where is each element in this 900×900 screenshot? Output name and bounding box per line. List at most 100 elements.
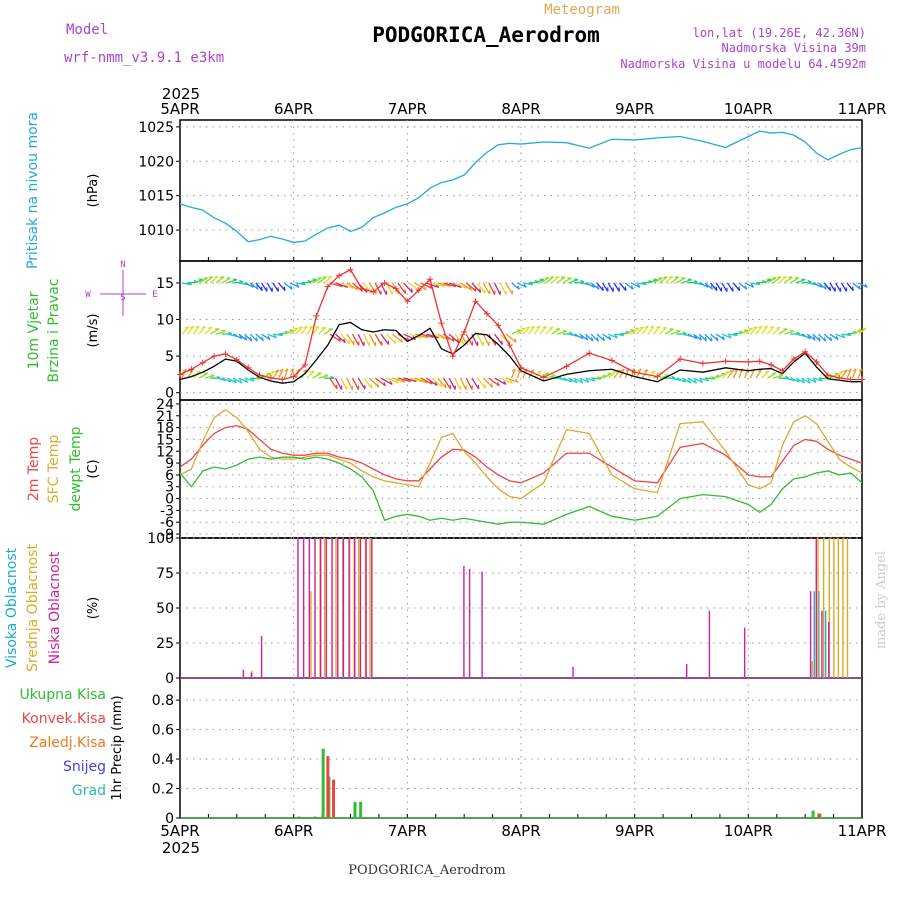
temperature-variable-label: dewpt Temp <box>68 426 84 511</box>
wind-direction-arrow <box>459 377 467 391</box>
wind-direction-arrow <box>574 281 585 284</box>
wind-direction-arrow <box>687 377 697 384</box>
value-tick-label: 12 <box>156 444 174 460</box>
wind-direction-arrow <box>568 279 579 284</box>
wind-direction-arrow <box>732 282 741 292</box>
wind-direction-arrowhead <box>688 379 692 384</box>
wind-direction-arrowhead <box>260 286 263 291</box>
lonlat: lon,lat (19.26E, 42.36N) <box>693 26 866 40</box>
wind-direction-arrow <box>488 377 500 387</box>
bar-niska-oblacnost <box>468 568 471 678</box>
wind-direction-arrow <box>420 333 434 339</box>
wind-direction-arrowhead <box>324 374 329 377</box>
bar-niska-oblacnost <box>297 538 299 678</box>
wind-direction-arrow <box>420 377 433 385</box>
wind-direction-arrowhead <box>548 326 554 329</box>
clouds-variable-label: Srednja Oblacnost <box>25 544 41 672</box>
wind-direction-arrowhead <box>750 283 755 288</box>
wind-direction-arrow <box>715 282 723 292</box>
wind-direction-arrow <box>317 326 327 335</box>
wind-direction-arrowhead <box>296 283 300 288</box>
gust-point-marker <box>506 342 513 349</box>
precip-legend-label: Konvek.Kisa <box>22 711 106 727</box>
time-tick-label-bottom: 5APR <box>160 822 199 840</box>
wind-direction-arrowhead <box>315 325 320 329</box>
wind-direction-arrowhead <box>207 326 213 329</box>
bar-niska-oblacnost <box>314 538 316 678</box>
time-axis-ticks: 5APR 5APR 6APR 6APR 7APR 7APR 8APR 8APR 9APR 9APR… <box>160 100 886 840</box>
wind-direction-arrow <box>454 282 467 290</box>
bar-srednja-oblacnost <box>833 538 835 678</box>
wind-direction-arrow <box>181 368 187 379</box>
wind-direction-arrow <box>585 333 594 342</box>
gust-point-marker <box>540 374 547 381</box>
wind-direction-arrowhead <box>383 382 387 387</box>
wind-direction-arrow <box>789 377 800 383</box>
wind-direction-arrowhead <box>710 285 714 290</box>
wind-direction-arrow <box>414 377 428 384</box>
clouds-unit-label: (%) <box>86 597 101 620</box>
wind-direction-arrow <box>585 377 596 382</box>
gust-point-marker <box>608 357 615 364</box>
wind-direction-arrow <box>357 333 365 347</box>
wind-direction-arrowhead <box>239 279 244 283</box>
wind-direction-arrow <box>369 377 380 388</box>
gust-point-marker <box>472 298 479 305</box>
bar-niska-oblacnost <box>359 538 362 678</box>
wind-direction-arrowhead <box>195 325 200 329</box>
wind-direction-arrow <box>857 368 863 379</box>
wind-direction-arrow <box>409 333 422 339</box>
bar-niska-oblacnost <box>371 538 373 678</box>
value-tick-label: 9 <box>165 456 174 472</box>
wind-direction-arrow <box>653 325 661 335</box>
wind-variable-label: 10m Vjetar <box>26 291 42 369</box>
wind-direction-arrow <box>562 377 573 383</box>
wind-direction-arrow <box>249 282 259 290</box>
wind-direction-arrow <box>658 326 668 335</box>
wind-direction-arrowhead <box>370 384 373 389</box>
value-tick-label: -3 <box>160 503 174 519</box>
value-tick-label: 75 <box>156 566 174 582</box>
wind-direction-arrow <box>391 333 403 343</box>
wind-direction-arrow <box>386 333 397 345</box>
wind-direction-arrow <box>818 282 827 290</box>
wind-direction-arrow <box>283 368 289 379</box>
wind-direction-arrow <box>250 377 261 380</box>
bar-srednja-oblacnost <box>323 538 326 678</box>
wind-direction-arrow <box>442 377 452 390</box>
wind-direction-arrow <box>494 377 507 386</box>
wind-direction-arrow <box>181 326 190 335</box>
precip-unit-label: 1hr Precip (mm) <box>110 695 125 800</box>
time-tick-label-bottom: 10APR <box>724 822 773 840</box>
wind-direction-arrow <box>772 374 783 379</box>
wind-direction-arrowhead <box>542 325 547 329</box>
wind-direction-arrowhead <box>639 326 644 329</box>
bar-srednja-oblacnost <box>335 538 337 678</box>
wind-direction-arrowhead <box>614 334 618 339</box>
wind-direction-arrowhead <box>232 278 237 281</box>
wind-direction-arrowhead <box>676 329 681 332</box>
wind-direction-arrowhead <box>829 286 832 291</box>
temperature-unit-label: (C) <box>86 459 101 478</box>
wind-direction-arrowhead <box>249 337 253 342</box>
wind-direction-arrow <box>721 371 730 379</box>
wind-direction-arrow <box>647 325 655 335</box>
time-tick-label-top: 7APR <box>388 100 427 118</box>
wind-direction-arrowhead <box>245 378 249 383</box>
wind-direction-arrow <box>266 282 273 292</box>
bar-niska-oblacnost <box>685 664 688 678</box>
wind-direction-arrow <box>210 328 220 335</box>
gust-point-marker <box>427 276 434 283</box>
wind-direction-arrowhead <box>549 276 554 279</box>
wind-direction-arrow <box>568 377 578 384</box>
wind-direction-arrowhead <box>585 336 589 341</box>
gust-point-marker <box>290 373 297 380</box>
wind-direction-arrow <box>556 330 567 335</box>
wind-direction-arrowhead <box>649 325 655 329</box>
bar-niska-oblacnost <box>250 672 253 678</box>
wind-direction-arrow <box>505 377 519 383</box>
bar-srednja-oblacnost <box>837 538 840 678</box>
value-tick-label: 0 <box>165 492 174 508</box>
wind-direction-arrow <box>516 327 526 335</box>
gust-point-marker <box>768 361 775 368</box>
